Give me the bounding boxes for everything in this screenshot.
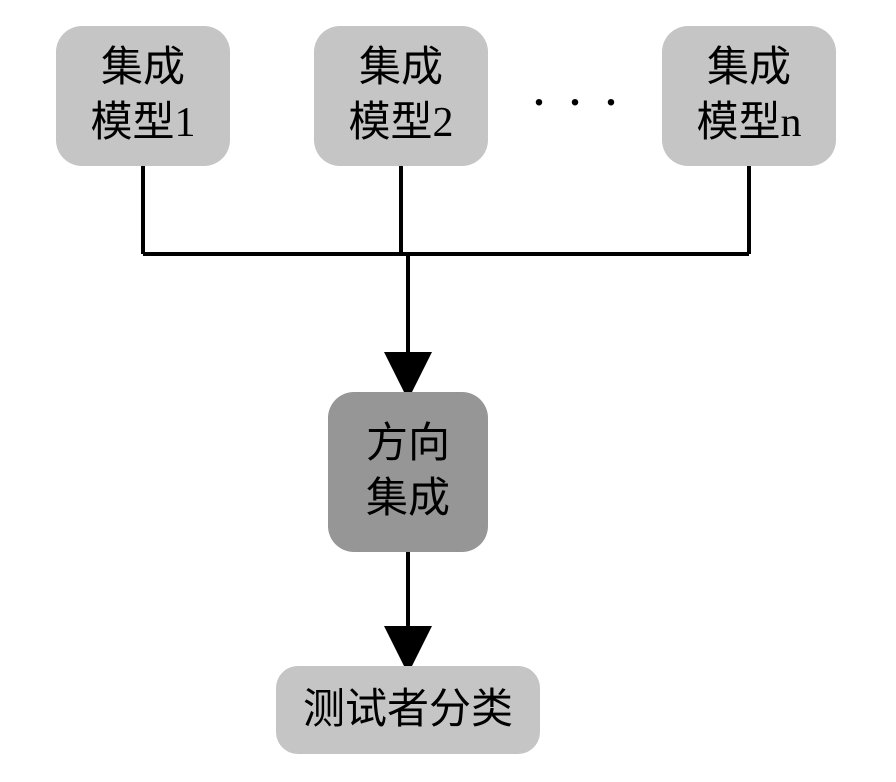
flowchart-node-classification: 测试者分类 bbox=[276, 666, 540, 754]
ellipsis-dots: . . . bbox=[534, 68, 624, 115]
flowchart-node-model1: 集成模型1 bbox=[56, 26, 230, 166]
node-label-line1: 集成 bbox=[707, 41, 791, 96]
node-label-line2: 模型1 bbox=[90, 96, 195, 151]
node-label-line1: 集成 bbox=[359, 41, 443, 96]
node-label-line2: 模型2 bbox=[348, 96, 453, 151]
flowchart-node-model2: 集成模型2 bbox=[314, 26, 488, 166]
node-label-line1: 测试者分类 bbox=[303, 683, 513, 738]
node-label-line1: 方向 bbox=[366, 417, 450, 472]
node-label-line1: 集成 bbox=[101, 41, 185, 96]
flowchart-node-modeln: 集成模型n bbox=[662, 26, 836, 166]
flowchart-node-direction: 方向集成 bbox=[328, 392, 488, 552]
node-label-line2: 集成 bbox=[366, 472, 450, 527]
node-label-line2: 模型n bbox=[696, 96, 801, 151]
